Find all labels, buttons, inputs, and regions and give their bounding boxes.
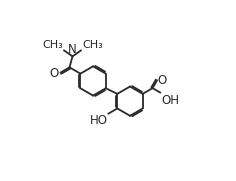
Text: O: O — [158, 74, 167, 87]
Text: CH₃: CH₃ — [42, 40, 63, 50]
Text: N: N — [68, 43, 77, 56]
Text: CH₃: CH₃ — [82, 40, 103, 50]
Text: OH: OH — [161, 94, 179, 107]
Text: O: O — [50, 66, 59, 79]
Text: HO: HO — [90, 114, 108, 127]
